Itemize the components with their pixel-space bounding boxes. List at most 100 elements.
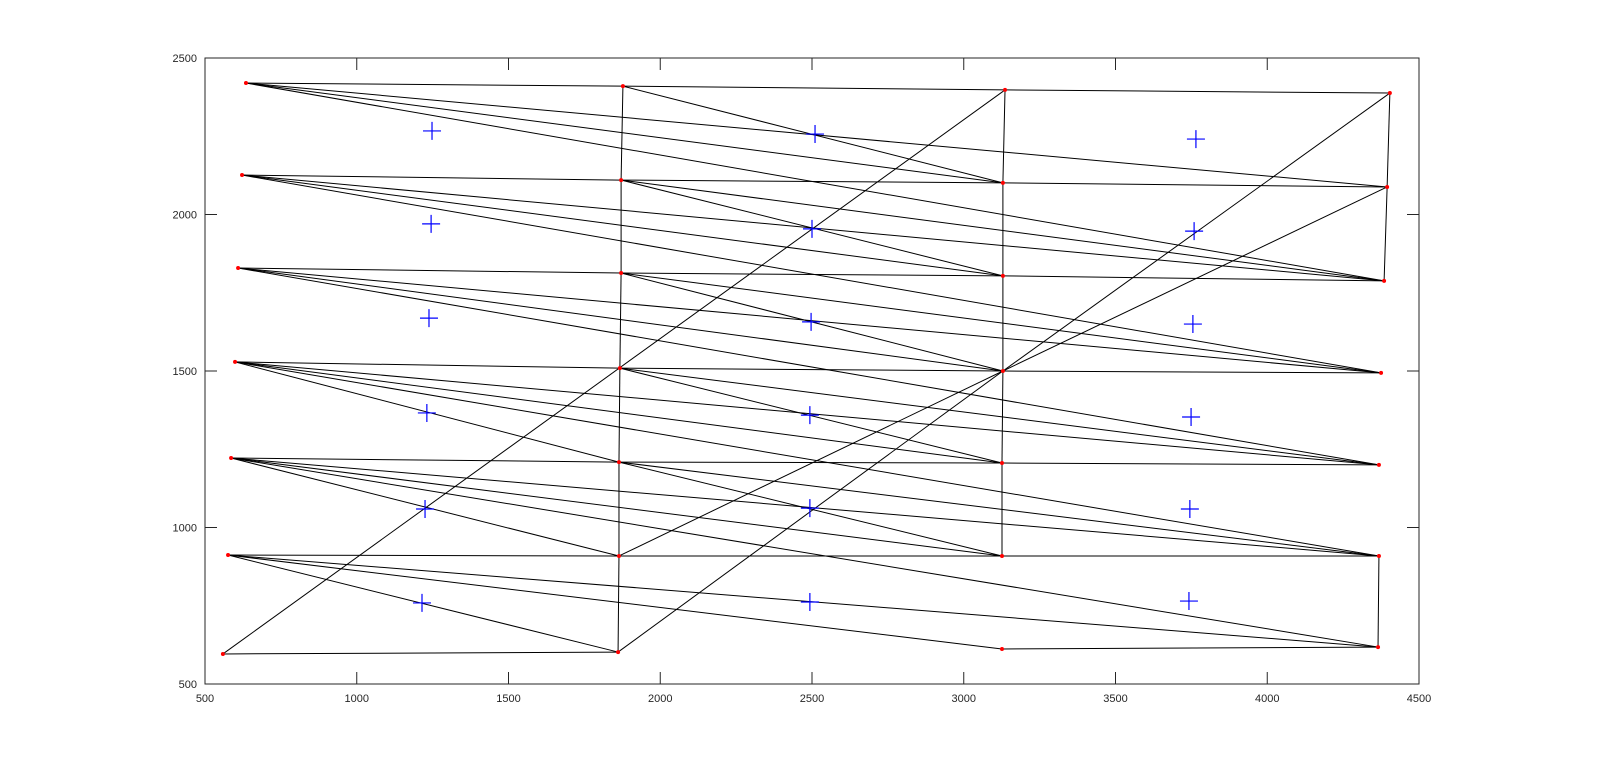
node-C5 bbox=[999, 461, 1004, 466]
node-D6 bbox=[1376, 553, 1381, 558]
edge-A6-B6 bbox=[228, 554, 619, 557]
centroid-marker-4 bbox=[417, 403, 436, 422]
edge-A4-B4 bbox=[235, 361, 620, 369]
edge-B3-B4 bbox=[619, 273, 622, 369]
edge-B7-C4 bbox=[617, 370, 1004, 653]
edge-B6-B7 bbox=[617, 555, 620, 653]
edge-A2-C3 bbox=[241, 174, 1003, 277]
edge-A4-D6 bbox=[234, 361, 1380, 557]
node-B4 bbox=[617, 366, 622, 371]
edge-C1-D1 bbox=[1005, 89, 1390, 94]
edge-B4-D5 bbox=[619, 367, 1380, 466]
edge-A7-B7 bbox=[222, 651, 619, 655]
centroid-marker-6 bbox=[413, 593, 432, 612]
edge-C4-D2 bbox=[1002, 186, 1388, 372]
edge-A2-B2 bbox=[242, 174, 622, 181]
y-tick-label: 500 bbox=[179, 679, 197, 691]
edge-B3-C3 bbox=[621, 272, 1003, 277]
node-A6 bbox=[226, 553, 231, 558]
centroid-marker-9 bbox=[802, 312, 821, 331]
edge-A6-C7 bbox=[228, 554, 1003, 650]
edge-B1-C1 bbox=[622, 85, 1006, 91]
centroid-marker-15 bbox=[1183, 315, 1202, 334]
ticks-layer: 500 1000 1500 2000 2500 3000 3500 4000 4500 500 10… bbox=[173, 53, 1432, 705]
edge-B3-D4 bbox=[621, 272, 1382, 374]
node-A1 bbox=[243, 81, 248, 86]
node-D7 bbox=[1376, 645, 1381, 650]
x-tick-label: 2500 bbox=[800, 693, 824, 705]
nodes-layer bbox=[220, 81, 1392, 656]
edge-D2-D3 bbox=[1383, 186, 1388, 281]
centroid-marker-10 bbox=[800, 406, 819, 425]
centroid-marker-17 bbox=[1180, 500, 1199, 519]
node-C1 bbox=[1003, 87, 1008, 92]
edge-C1-C2 bbox=[1002, 89, 1006, 183]
centroid-marker-7 bbox=[806, 125, 825, 144]
edge-B5-C5 bbox=[618, 461, 1002, 464]
x-tick-label: 4500 bbox=[1407, 693, 1431, 705]
y-tick-label: 2000 bbox=[173, 210, 197, 222]
node-B7 bbox=[616, 650, 621, 655]
edge-B5-C6 bbox=[618, 461, 1003, 557]
centroid-marker-14 bbox=[1185, 222, 1204, 241]
edge-B2-C2 bbox=[621, 179, 1003, 184]
node-B6 bbox=[616, 553, 621, 558]
node-B1 bbox=[620, 84, 625, 89]
node-D1 bbox=[1387, 91, 1392, 96]
x-tick-label: 500 bbox=[196, 693, 214, 705]
edge-A6-B7 bbox=[227, 554, 619, 653]
edge-B1-B2 bbox=[620, 86, 624, 181]
edge-C4-D1 bbox=[1002, 92, 1391, 372]
edge-A5-C6 bbox=[231, 457, 1003, 557]
edge-D6-D7 bbox=[1377, 555, 1380, 648]
edge-A5-D6 bbox=[231, 457, 1379, 557]
edge-B5-D6 bbox=[618, 461, 1379, 557]
node-C7 bbox=[999, 646, 1004, 651]
edge-B4-B5 bbox=[618, 368, 621, 463]
edge-C2-D2 bbox=[1002, 182, 1388, 188]
node-C2 bbox=[1000, 180, 1005, 185]
edge-C5-D5 bbox=[1001, 462, 1379, 466]
centroid-marker-1 bbox=[423, 121, 442, 140]
centroid-marker-8 bbox=[803, 219, 821, 238]
node-C6 bbox=[999, 553, 1004, 558]
node-B2 bbox=[619, 178, 624, 183]
edge-B4-C4 bbox=[619, 367, 1003, 372]
edge-A4-C5 bbox=[234, 361, 1003, 464]
centroid-marker-16 bbox=[1182, 408, 1201, 427]
edge-C3-D3 bbox=[1002, 275, 1385, 282]
edge-A6-D7 bbox=[228, 554, 1379, 648]
node-D3 bbox=[1382, 278, 1387, 283]
node-A2 bbox=[240, 173, 245, 178]
x-tick-label: 1500 bbox=[496, 693, 520, 705]
centroid-marker-11 bbox=[800, 499, 819, 518]
node-A4 bbox=[233, 359, 238, 364]
edge-A3-B3 bbox=[238, 267, 622, 274]
x-tick-label: 1000 bbox=[345, 693, 369, 705]
centroid-marker-12 bbox=[800, 592, 819, 611]
node-D4 bbox=[1379, 370, 1384, 375]
edge-A1-B1 bbox=[245, 82, 623, 87]
x-tick-label: 2000 bbox=[648, 693, 672, 705]
x-tick-label: 4000 bbox=[1255, 693, 1279, 705]
edge-A7-C1 bbox=[222, 89, 1006, 655]
node-A3 bbox=[236, 266, 241, 271]
centroid-marker-3 bbox=[419, 309, 438, 328]
centroids-layer bbox=[413, 121, 1205, 612]
node-B3 bbox=[619, 271, 624, 276]
node-D2 bbox=[1385, 184, 1390, 189]
edge-C4-D4 bbox=[1002, 370, 1382, 374]
edge-A5-B5 bbox=[231, 457, 619, 463]
x-tick-label: 3000 bbox=[952, 693, 976, 705]
y-tick-label: 1000 bbox=[173, 523, 197, 535]
centroid-marker-18 bbox=[1179, 592, 1198, 611]
node-D5 bbox=[1376, 462, 1381, 467]
edge-A3-D4 bbox=[238, 267, 1382, 374]
edge-D1-D2 bbox=[1386, 93, 1391, 187]
edge-C7-D7 bbox=[1001, 646, 1379, 650]
plot-background bbox=[205, 58, 1419, 684]
edge-A4-D5 bbox=[235, 361, 1379, 466]
y-tick-label: 1500 bbox=[173, 366, 197, 378]
edge-A3-D5 bbox=[237, 267, 1380, 466]
